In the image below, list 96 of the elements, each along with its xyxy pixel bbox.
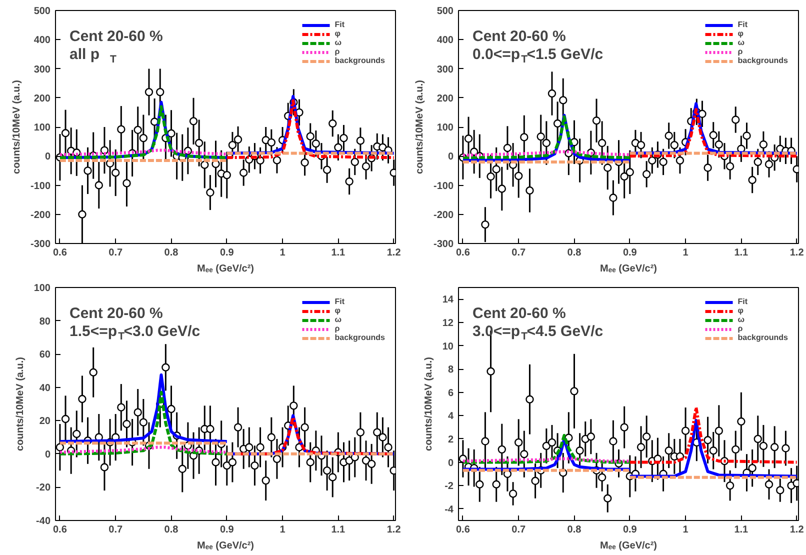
y-tick-label: 40 [39,382,51,394]
legend-label: Fit [334,297,346,306]
y-tick-label: 0 [44,152,51,163]
legend-label: Fit [334,20,346,29]
x-axis-title: Mₑₑ (GeV/c²) [197,540,254,552]
annotation: Cent 20-60 % [70,28,163,45]
y-tick-label: 100 [34,283,51,294]
legend-label: φ [738,29,744,38]
legend-label: backgrounds [334,333,385,342]
y-tick-label: 500 [34,6,51,17]
x-tick-label: 0.6 [456,524,470,536]
legend-label: Fit [738,20,749,29]
legend-label: ρ [334,47,341,56]
y-tick-label: -20 [36,482,51,494]
x-tick-label: 0.9 [622,524,638,536]
y-tick-label: 60 [39,350,51,361]
y-tick-label: 2 [448,434,454,446]
x-tick-label: 1 [280,524,286,536]
x-tick-label: 1.1 [331,248,346,258]
y-tick-label: 300 [34,64,51,76]
y-tick-label: 6 [448,388,454,399]
x-tick-label: 0.7 [512,248,526,258]
x-tick-label: 0.9 [220,524,234,536]
legend-label: ω [738,38,746,47]
x-axis-title: Mₑₑ (GeV/c²) [197,264,254,274]
legend-label: backgrounds [738,56,788,65]
x-tick-label: 0.6 [53,524,68,536]
x-tick-label: 1.2 [790,248,804,258]
y-tick-label: -200 [30,210,51,221]
y-tick-label: 400 [436,35,454,46]
annotation: Cent 20-60 % [70,305,163,322]
x-tick-label: 1.2 [790,524,804,536]
legend-label: ω [334,315,343,324]
x-tick-label: 0.8 [567,524,582,536]
x-tick-label: 0.7 [108,524,123,536]
y-tick-label: 0 [44,449,51,460]
y-tick-label: -4 [444,504,454,516]
legend-label: φ [334,306,342,315]
x-axis-title: Mₑₑ (GeV/c²) [600,264,657,274]
legend-label: ρ [334,324,341,333]
y-axis-title: counts/10MeV (a.u.) [423,357,434,451]
legend-label: backgrounds [334,56,385,65]
y-tick-label: 12 [442,318,454,329]
x-tick-label: 0.8 [164,524,179,536]
y-tick-label: 100 [34,122,51,134]
legend-label: φ [738,306,744,315]
x-tick-label: 0.7 [512,524,526,536]
x-tick-label: 1 [682,248,689,258]
y-tick-label: 200 [436,93,454,104]
y-tick-label: -100 [30,180,51,192]
y-tick-label: 0 [448,152,454,163]
y-tick-label: -200 [433,210,454,221]
legend-label: Fit [738,297,749,306]
y-tick-label: -40 [36,516,51,527]
y-axis-title: counts/10MeV (a.u.) [11,80,22,174]
y-axis-title: counts/10MeV (a.u.) [14,357,26,451]
legend-label: ρ [738,324,744,333]
x-tick-label: 0.7 [108,248,123,258]
y-tick-label: 14 [442,294,454,306]
y-tick-label: -2 [444,481,454,492]
x-tick-label: 1.1 [331,524,346,536]
annotation: Cent 20-60 % [472,305,566,322]
y-tick-label: -300 [30,239,51,250]
x-tick-label: 1 [280,248,286,258]
x-tick-label: 0.8 [164,248,179,258]
y-tick-label: 10 [442,341,454,352]
y-tick-label: 0 [448,458,454,469]
y-tick-label: 100 [436,122,454,134]
y-tick-label: 8 [448,364,454,376]
legend-label: ω [334,38,343,47]
y-tick-label: 500 [436,6,454,17]
x-tick-label: 1.2 [386,524,402,536]
y-tick-label: -300 [433,239,454,250]
y-tick-label: -100 [433,180,454,192]
x-tick-label: 1 [682,524,689,536]
y-tick-label: 400 [34,35,51,46]
x-tick-label: 1.1 [734,524,749,536]
x-tick-label: 0.6 [53,248,68,258]
y-axis-title: counts/10MeV (a.u.) [414,80,426,174]
y-tick-label: 4 [448,411,454,422]
y-tick-label: 80 [39,316,51,328]
x-tick-label: 1.1 [734,248,749,258]
x-tick-label: 0.9 [220,248,234,258]
annotation: Cent 20-60 % [472,28,566,45]
y-tick-label: 20 [39,416,51,428]
legend-label: ω [738,315,746,324]
y-tick-label: 300 [436,64,454,76]
legend-label: φ [334,29,342,38]
legend-label: backgrounds [738,333,788,342]
x-tick-label: 0.6 [456,248,470,258]
legend-label: ρ [738,47,744,56]
x-tick-label: 0.9 [622,248,638,258]
x-tick-label: 0.8 [567,248,582,258]
y-tick-label: 200 [34,93,51,104]
x-axis-title: Mₑₑ (GeV/c²) [600,540,657,552]
x-tick-label: 1.2 [386,248,402,258]
